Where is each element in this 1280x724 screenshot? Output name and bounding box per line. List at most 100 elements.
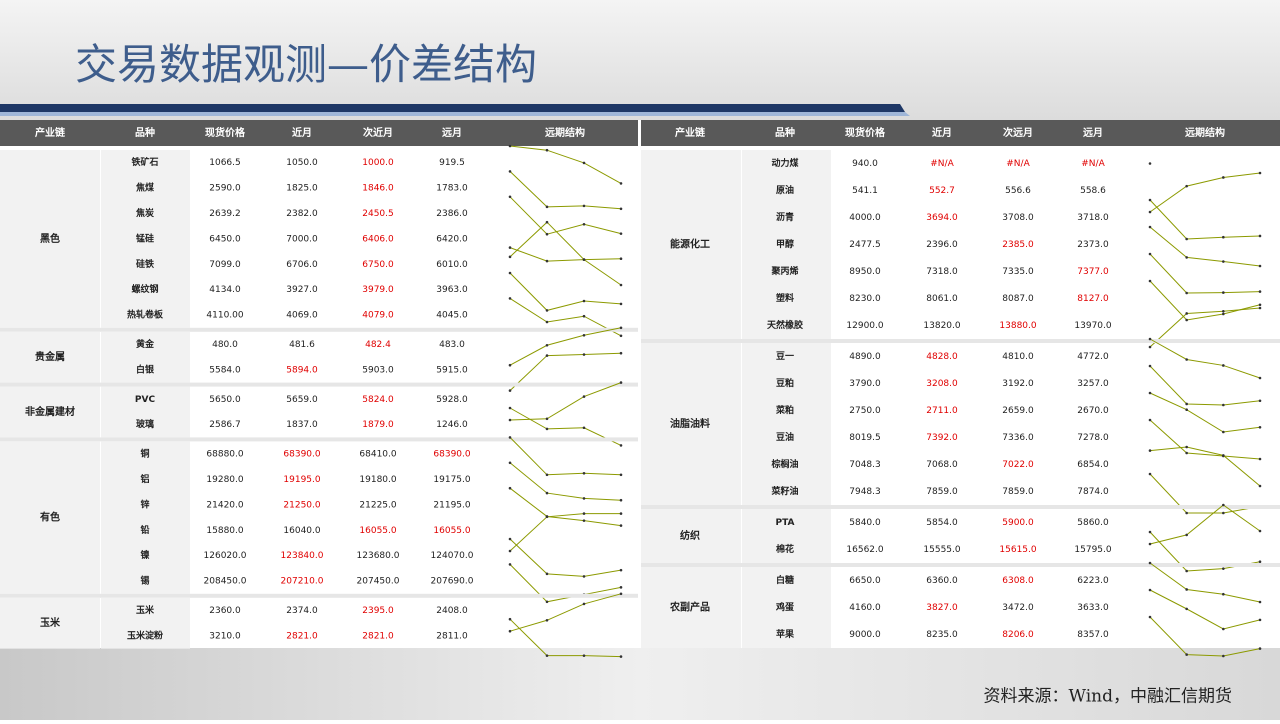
sparkline-point [582,161,586,165]
price-cell: 6854.0 [1077,460,1109,470]
sparkline-point [545,354,549,357]
price-cell: 6750.0 [362,260,394,270]
price-cell: 19195.0 [283,475,320,485]
group-name: 有色 [40,511,60,524]
price-cell: 558.6 [1080,186,1106,196]
sparkline [1149,307,1261,348]
sparkline-point [1148,530,1152,534]
sparkline [509,171,622,210]
sparkline [1149,199,1261,240]
sparkline [509,352,622,391]
column-header: 次近月 [363,126,393,139]
price-cell: 3979.0 [362,285,394,295]
variety-name: 苹果 [776,628,795,640]
sparkline-point [1258,303,1262,307]
price-cell: 124070.0 [431,551,474,561]
price-cell: 5900.0 [1002,518,1034,528]
sparkline-point [545,220,549,224]
price-cell: 7336.0 [1002,433,1034,443]
group-separator [0,327,638,332]
variety-cell [101,597,190,649]
variety-name: 黄金 [136,338,155,350]
price-cell: 6308.0 [1002,576,1034,586]
price-cell: 5854.0 [926,518,958,528]
price-cell: 13970.0 [1074,321,1111,331]
sparkline-point [582,258,586,261]
price-cell: 2385.0 [1002,240,1034,250]
sparkline-point [508,436,512,439]
price-cell: #N/A [930,159,954,169]
header-bar [0,120,638,146]
sparkline-point [545,309,549,312]
sparkline [1149,616,1261,657]
price-cell: 541.1 [852,186,878,196]
column-header: 产业链 [35,126,66,139]
sparkline-point [1258,376,1262,380]
column-header: 次远月 [1003,126,1033,139]
price-cell: 1000.0 [362,158,394,168]
variety-cell [742,150,831,339]
price-cell: 3790.0 [849,379,881,389]
sparkline-point [545,232,549,236]
price-cell: 2374.0 [286,606,318,616]
sparkline-point [1148,472,1152,476]
price-cell: #N/A [1006,159,1030,169]
sparkline-point [508,617,512,621]
sparkline-point [545,473,549,477]
variety-name: 白银 [136,363,155,375]
sparkline-point [619,444,623,447]
variety-name: 白糖 [776,574,794,586]
sparkline [1149,172,1261,213]
sparkline [509,145,622,184]
sparkline-point [1258,560,1262,564]
variety-name: PVC [135,395,156,405]
sparkline-point [582,333,586,337]
sparkline-point [1222,176,1225,179]
variety-name: 玻璃 [136,418,154,430]
column-header: 品种 [775,126,795,139]
variety-name: 菜粕 [775,404,794,416]
group-cell [0,597,100,649]
sparkline-point [619,351,623,355]
price-cell: 1837.0 [286,420,318,430]
sparkline-point [582,497,586,500]
sparkline-point [1258,484,1262,488]
price-cell: 2386.0 [436,209,468,219]
group-cell [641,343,741,505]
sparkline-point [1185,653,1188,656]
group-name: 能源化工 [670,238,710,251]
sparkline-point [582,426,586,430]
sparkline [509,297,622,337]
price-cell: 1050.0 [286,158,318,168]
price-cell: 6450.0 [209,234,241,244]
sparkline-point [1258,234,1262,238]
price-cell: 7335.0 [1002,267,1034,277]
variety-name: 菜籽油 [770,485,798,497]
price-cell: 7068.0 [926,460,958,470]
sparkline-point [619,283,623,287]
price-cell: 15555.0 [923,545,960,555]
sparkline-point [1185,402,1188,406]
sparkline [509,487,622,527]
variety-name: 豆一 [776,351,794,362]
price-cell: 2395.0 [362,606,394,616]
sparkline-point [1258,264,1262,268]
price-cell: 2711.0 [926,406,958,416]
group-name: 玉米 [40,616,61,629]
price-cell: 123840.0 [281,551,324,561]
group-cell [0,331,100,383]
variety-name: 棉花 [776,543,794,555]
sparkline-point [1222,235,1225,239]
sparkline-point [545,259,549,263]
sparkline-point [1148,345,1152,349]
variety-cell [101,150,190,328]
sparkline-point [1222,430,1225,434]
sparkline-point [582,654,586,657]
price-cell: 16040.0 [283,526,320,536]
sparkline-point [619,381,623,384]
group-name: 农副产品 [669,601,710,614]
price-cell: 483.0 [439,340,465,350]
sparkline-point [1148,364,1152,368]
sparkline-point [1222,403,1225,407]
sparkline [1149,253,1261,294]
